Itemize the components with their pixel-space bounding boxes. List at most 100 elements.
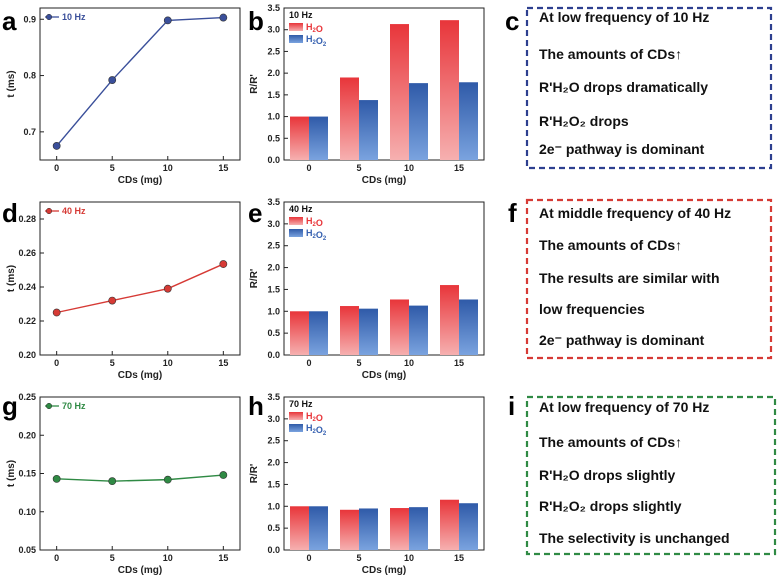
y-axis-label: R/R' bbox=[249, 269, 260, 289]
box-text-line: R'H₂O drops dramatically bbox=[539, 79, 708, 95]
x-tick-label: 5 bbox=[356, 163, 361, 173]
y-axis-label: t (ms) bbox=[6, 265, 17, 292]
x-axis-label: CDs (mg) bbox=[362, 370, 406, 381]
data-point bbox=[52, 474, 61, 483]
data-point bbox=[108, 477, 117, 486]
box-text-line: R'H₂O₂ drops bbox=[539, 113, 629, 129]
legend-swatch bbox=[289, 229, 303, 237]
bar-h2o bbox=[390, 299, 409, 355]
legend-label: H2O bbox=[306, 216, 323, 228]
bar-h2o2 bbox=[409, 305, 428, 355]
x-axis-label: CDs (mg) bbox=[362, 565, 406, 576]
bar-h2o bbox=[440, 285, 459, 355]
y-tick-label: 3.0 bbox=[267, 25, 280, 35]
bar-h2o2 bbox=[459, 503, 478, 550]
x-tick-label: 0 bbox=[54, 358, 59, 368]
panel-g: g 0.05 0.10 0.15 0.20 0.25 0 5 10 15 CDs (mg) t (ms… bbox=[2, 391, 241, 576]
y-tick-label: 2.0 bbox=[267, 68, 280, 78]
panel-letter-f: f bbox=[508, 198, 517, 228]
x-tick-label: 5 bbox=[110, 553, 115, 563]
legend-swatch bbox=[289, 35, 303, 43]
plot-frame bbox=[283, 396, 485, 551]
bar-h2o2 bbox=[409, 507, 428, 550]
x-tick-label: 5 bbox=[356, 358, 361, 368]
x-tick-label: 10 bbox=[404, 163, 414, 173]
y-tick-label: 0.15 bbox=[18, 469, 36, 479]
x-axis-label: CDs (mg) bbox=[118, 370, 162, 381]
legend-swatch bbox=[289, 424, 303, 432]
data-point bbox=[219, 260, 228, 268]
panel-b: b 0.0 0.5 1.0 1.5 2.0 2.5 3.0 3.5 0 5 10 15 CDs (mg) R… bbox=[248, 3, 485, 186]
box-text-line: At low frequency of 70 Hz bbox=[539, 399, 709, 415]
box-text-line: The amounts of CDs↑ bbox=[539, 434, 682, 450]
legend-marker bbox=[45, 13, 53, 21]
y-tick-label: 0.9 bbox=[23, 14, 36, 24]
series-line bbox=[56, 474, 224, 482]
x-tick-label: 5 bbox=[110, 163, 115, 173]
data-point bbox=[163, 284, 172, 293]
legend-swatch bbox=[289, 217, 303, 225]
bar-h2o2 bbox=[309, 311, 328, 355]
dashed-box bbox=[525, 6, 773, 170]
y-tick-label: 2.5 bbox=[267, 436, 280, 446]
x-tick-label: 15 bbox=[218, 163, 228, 173]
bar-h2o2 bbox=[409, 83, 428, 160]
y-tick-label: 1.0 bbox=[267, 112, 280, 122]
x-tick-label: 15 bbox=[454, 553, 464, 563]
box-text-line: The results are similar with bbox=[539, 270, 720, 286]
x-tick-label: 10 bbox=[163, 358, 173, 368]
x-axis-label: CDs (mg) bbox=[118, 175, 162, 186]
bar-h2o bbox=[340, 306, 359, 355]
y-tick-label: 1.5 bbox=[267, 90, 280, 100]
chart-title: 70 Hz bbox=[289, 399, 313, 409]
y-tick-label: 0.5 bbox=[267, 133, 280, 143]
y-tick-label: 0.22 bbox=[18, 316, 36, 326]
plot-frame bbox=[283, 7, 485, 161]
data-point bbox=[219, 471, 228, 479]
chart-title: 40 Hz bbox=[289, 204, 313, 214]
legend-label: H2O2 bbox=[306, 34, 327, 48]
bar-h2o bbox=[290, 311, 309, 355]
y-axis-label: t (ms) bbox=[6, 70, 17, 97]
x-tick-label: 15 bbox=[218, 358, 228, 368]
bar-h2o2 bbox=[359, 308, 378, 355]
legend-swatch bbox=[289, 412, 303, 420]
y-tick-label: 0.28 bbox=[18, 214, 36, 224]
x-tick-label: 0 bbox=[306, 553, 311, 563]
y-tick-label: 0.05 bbox=[18, 545, 36, 555]
legend-label: H2O bbox=[306, 411, 323, 423]
legend-label: 70 Hz bbox=[62, 401, 86, 411]
y-axis-label: t (ms) bbox=[6, 460, 17, 487]
bar-h2o2 bbox=[359, 508, 378, 550]
y-axis-label: R/R' bbox=[249, 74, 260, 94]
y-tick-label: 0.24 bbox=[18, 282, 36, 292]
y-tick-label: 3.5 bbox=[267, 392, 280, 402]
panel-letter-d: d bbox=[2, 198, 18, 228]
y-tick-label: 0.20 bbox=[18, 430, 36, 440]
x-tick-label: 0 bbox=[306, 163, 311, 173]
y-tick-label: 0.10 bbox=[18, 507, 36, 517]
legend-label: 10 Hz bbox=[62, 12, 86, 22]
panel-a: a 0.7 0.8 0.9 0 5 10 15 CDs (mg) t (ms) 10 Hz bbox=[2, 6, 241, 186]
y-tick-label: 0.26 bbox=[18, 248, 36, 258]
y-tick-label: 0.5 bbox=[267, 328, 280, 338]
data-point bbox=[52, 142, 61, 150]
legend-marker bbox=[45, 207, 53, 215]
x-tick-label: 0 bbox=[306, 358, 311, 368]
y-axis-label: R/R' bbox=[249, 464, 260, 484]
y-tick-label: 0.8 bbox=[23, 71, 36, 81]
y-tick-label: 1.5 bbox=[267, 479, 280, 489]
bar-h2o2 bbox=[459, 299, 478, 355]
y-tick-label: 0.0 bbox=[267, 545, 280, 555]
x-tick-label: 10 bbox=[404, 553, 414, 563]
plot-frame bbox=[39, 7, 241, 161]
y-tick-label: 2.5 bbox=[267, 241, 280, 251]
panel-letter-g: g bbox=[2, 391, 18, 421]
y-tick-label: 1.0 bbox=[267, 306, 280, 316]
panel-h: h 0.0 0.5 1.0 1.5 2.0 2.5 3.0 3.5 0 5 10 15 CDs (mg) R… bbox=[248, 391, 485, 576]
box-text-line: At middle frequency of 40 Hz bbox=[539, 205, 731, 221]
x-axis-label: CDs (mg) bbox=[362, 175, 406, 186]
series-line bbox=[56, 263, 224, 314]
data-point bbox=[163, 475, 172, 484]
